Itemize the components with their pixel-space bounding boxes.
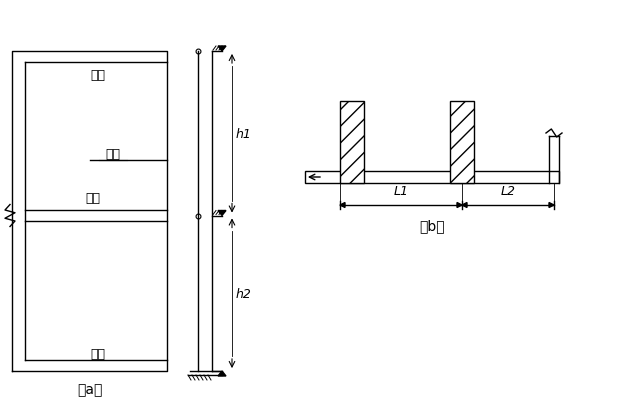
Polygon shape	[218, 47, 226, 52]
Bar	[305, 172, 559, 184]
Bar	[450, 102, 474, 184]
Text: L1: L1	[394, 184, 408, 198]
Polygon shape	[457, 203, 462, 208]
Text: （a）: （a）	[77, 382, 102, 396]
Bar	[340, 102, 364, 184]
Polygon shape	[549, 203, 554, 208]
Polygon shape	[340, 203, 345, 208]
Polygon shape	[218, 371, 226, 376]
Text: h2: h2	[236, 287, 252, 300]
Text: （b）: （b）	[419, 219, 445, 233]
Text: h1: h1	[236, 128, 252, 140]
Text: 楼板: 楼板	[85, 192, 100, 205]
Text: L2: L2	[500, 184, 515, 198]
Polygon shape	[462, 203, 467, 208]
Text: 底板: 底板	[90, 347, 105, 360]
Text: 顶板: 顶板	[90, 69, 105, 82]
Polygon shape	[218, 211, 226, 216]
Text: 侧壁: 侧壁	[105, 148, 120, 160]
